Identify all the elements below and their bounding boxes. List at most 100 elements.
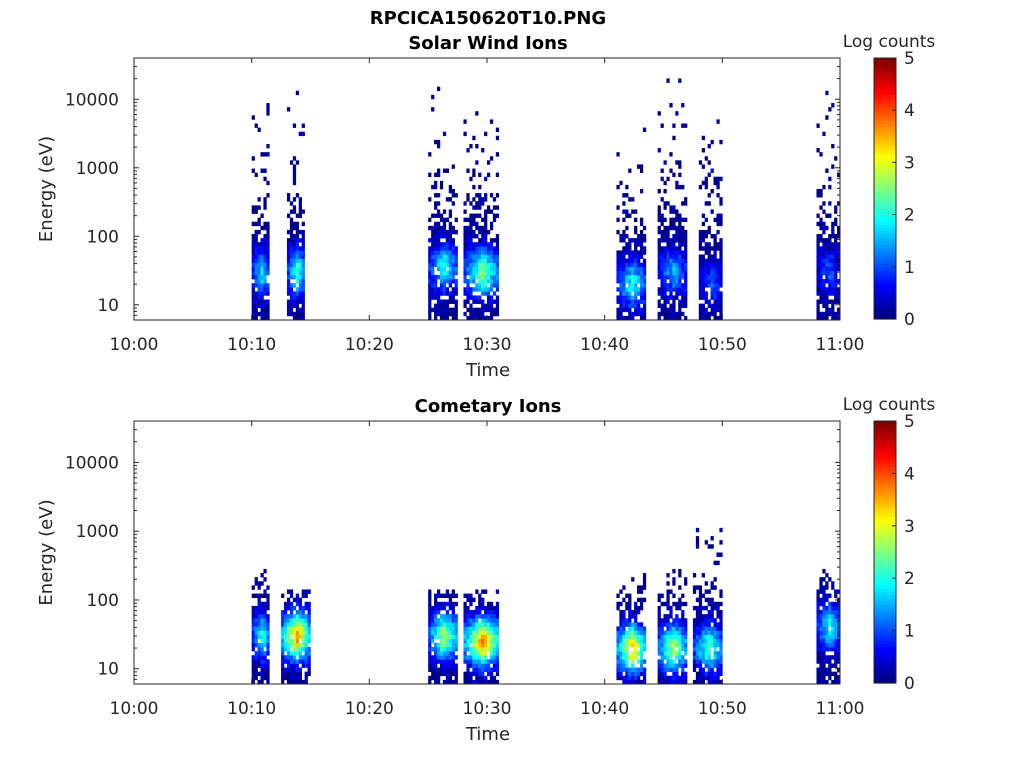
data-cell [828, 279, 832, 284]
data-cell [260, 581, 264, 586]
colorbar-tick-label: 1 [904, 258, 915, 278]
data-cell [478, 647, 482, 652]
data-cell [428, 663, 432, 668]
data-cell [489, 311, 494, 317]
data-cell [684, 601, 688, 607]
data-cell [695, 536, 700, 541]
data-cell [657, 229, 661, 235]
data-cell [695, 642, 700, 648]
colorbar-segment [874, 607, 896, 612]
x-tick-label: 11:00 [816, 335, 865, 355]
data-cell [251, 626, 255, 631]
data-cell [831, 601, 835, 607]
colorbar-segment [874, 286, 896, 291]
data-cell [436, 139, 441, 145]
data-cell [657, 634, 661, 640]
data-cell [637, 659, 641, 664]
data-cell [719, 139, 723, 145]
data-cell [716, 634, 720, 640]
data-cell [701, 221, 705, 227]
colorbar-segment [874, 545, 896, 550]
data-cell [639, 270, 644, 276]
data-cell [666, 307, 670, 313]
data-cell [286, 262, 291, 268]
data-cell [701, 274, 705, 280]
data-cell [825, 254, 829, 259]
data-cell [672, 311, 676, 317]
data-cell [489, 262, 494, 268]
data-cell [466, 246, 470, 251]
data-cell [487, 667, 491, 672]
data-cell [825, 246, 829, 251]
data-cell [669, 258, 673, 263]
data-cell [298, 307, 302, 313]
data-cell [454, 630, 458, 635]
data-cell [257, 605, 261, 611]
data-cell [719, 663, 723, 668]
x-tick-label: 10:40 [580, 335, 629, 355]
data-cell [472, 622, 476, 627]
data-cell [298, 597, 302, 603]
data-cell [681, 626, 685, 631]
data-cell [254, 311, 258, 317]
colorbar-segment [874, 113, 896, 118]
colorbar-segment [874, 434, 896, 438]
data-cell [666, 614, 670, 619]
data-cell [828, 184, 832, 190]
data-cell [713, 618, 717, 623]
data-cell [719, 250, 723, 255]
data-cell [631, 238, 635, 243]
data-cell [825, 242, 829, 247]
data-cell [816, 647, 820, 652]
data-cell [495, 659, 500, 664]
data-cell [631, 577, 635, 582]
data-cell [481, 279, 485, 284]
data-cell [692, 647, 697, 652]
data-cell [481, 647, 485, 652]
colorbar-segment [874, 243, 896, 248]
data-cell [831, 254, 835, 259]
data-cell [254, 614, 258, 619]
data-cell [678, 655, 682, 660]
data-cell [666, 634, 670, 640]
data-cell [434, 618, 438, 623]
data-cell [492, 651, 497, 656]
data-cell [695, 634, 700, 640]
data-cell [692, 638, 697, 644]
data-cell [672, 638, 676, 644]
data-cell [675, 225, 679, 231]
data-cell [719, 626, 723, 631]
data-cell [716, 659, 720, 664]
data-cell [434, 610, 438, 615]
data-cell [472, 234, 476, 239]
data-cell [284, 647, 288, 652]
data-cell [295, 193, 300, 198]
data-cell [675, 679, 679, 685]
data-cell [616, 262, 620, 268]
colorbar-frame [873, 57, 897, 320]
data-cell [428, 655, 432, 660]
data-cell [301, 234, 305, 239]
data-cell [428, 593, 432, 598]
data-cell [625, 634, 629, 640]
colorbar-segment [874, 486, 896, 491]
data-cell [657, 630, 661, 635]
data-cell [254, 651, 258, 656]
data-cell [292, 225, 297, 231]
data-cell [631, 634, 635, 640]
data-cell [704, 597, 708, 603]
data-cell [254, 663, 258, 668]
colorbar-segment [874, 624, 896, 628]
data-cell [257, 283, 261, 288]
data-cell [837, 262, 841, 268]
data-cell [251, 585, 255, 590]
data-cell [816, 593, 820, 598]
data-cell [301, 630, 305, 635]
data-cell [254, 242, 258, 247]
data-cell [710, 605, 714, 611]
colorbar-segment [874, 142, 896, 147]
data-cell [716, 270, 720, 276]
data-cell [625, 270, 629, 276]
data-cell [678, 675, 682, 681]
data-cell [707, 279, 711, 284]
